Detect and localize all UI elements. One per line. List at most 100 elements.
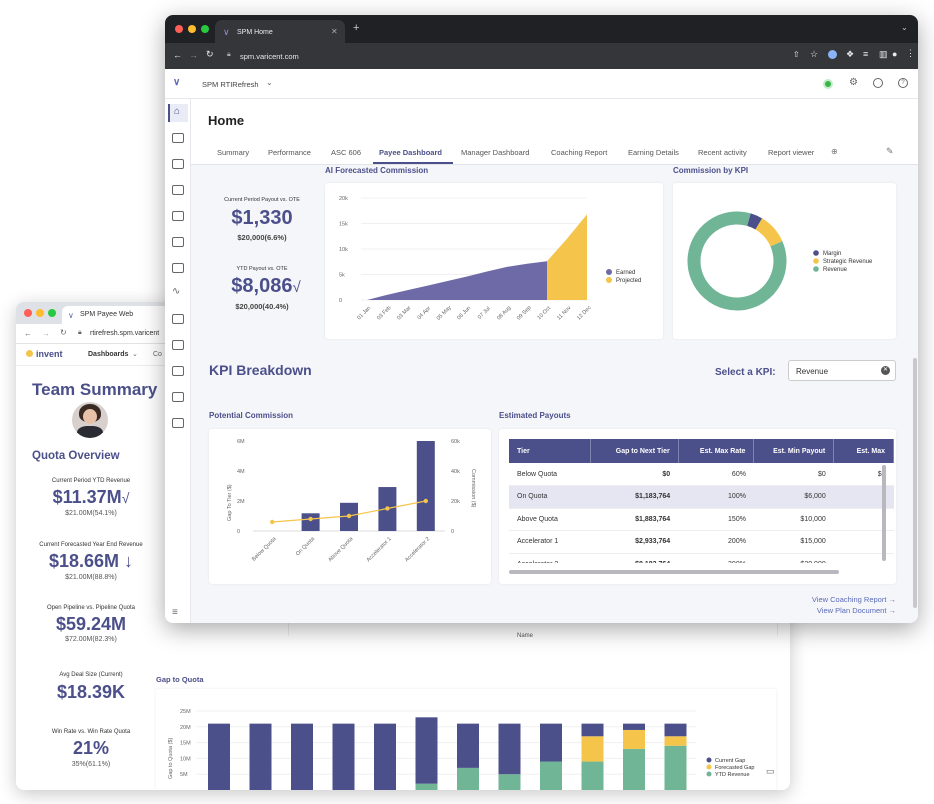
database-icon[interactable] (172, 418, 184, 428)
forecast-title: AI Forecasted Commission (325, 166, 429, 175)
clipboard-icon[interactable] (172, 340, 184, 350)
sidebar-panel-icon[interactable]: ▥ (879, 49, 888, 59)
forecast-y-tick-label: 15k (339, 222, 348, 228)
close-window-icon[interactable] (24, 309, 32, 317)
table-row[interactable]: Above Quota $1,883,764 150% $10,000 (509, 508, 894, 531)
gear-icon[interactable]: ⚙ (849, 77, 858, 88)
gap-bar-segment (415, 783, 438, 790)
front-browser-tab[interactable]: ∨ SPM Home ✕ (215, 20, 345, 43)
back-arrow-icon[interactable]: ← (173, 50, 182, 60)
nav-more[interactable]: Co (153, 351, 162, 358)
page-scrollbar[interactable] (913, 358, 917, 608)
reading-list-icon[interactable]: ≡ (863, 49, 869, 59)
chat-icon[interactable]: ▭ (766, 766, 775, 776)
maximize-window-icon[interactable] (48, 309, 56, 317)
tab-report-viewer[interactable]: Report viewer (768, 148, 815, 157)
kpi-select[interactable]: Revenue ✕ (788, 360, 896, 381)
varicent-logo-icon: ∨ (223, 27, 230, 37)
front-address-bar[interactable]: ← → ↻ 🔒︎ spm.varicent.com ⇧ ☆ ❖ ≡ ▥ ● ⋮ (165, 43, 918, 69)
tab-earning-details[interactable]: Earning Details (628, 148, 679, 157)
current-payout-label: Current Period Payout vs. OTE (224, 197, 300, 203)
new-tab-icon[interactable]: + (353, 22, 360, 34)
account-icon[interactable]: ● (892, 49, 898, 59)
bookmark-star-icon[interactable]: ☆ (810, 49, 819, 59)
gap-bar-segment (540, 723, 562, 762)
folders-icon[interactable] (172, 366, 184, 376)
forward-arrow-icon[interactable]: → (42, 329, 50, 338)
close-tab-icon[interactable]: ✕ (331, 27, 338, 36)
tab-coaching-report[interactable]: Coaching Report (551, 148, 608, 157)
browser-menu-icon[interactable]: ⋮ (906, 48, 915, 58)
column-header[interactable]: Est. Max Rate (678, 439, 755, 463)
table-row[interactable]: Accelerator 1 $2,933,764 200% $15,000 (509, 530, 894, 553)
forecast-x-tick-label: 09 Sep (516, 305, 533, 322)
help-icon[interactable]: ? (898, 78, 908, 88)
view-coaching-report-link[interactable]: View Coaching Report → (811, 595, 896, 604)
user-profile-icon[interactable] (873, 78, 883, 88)
column-header[interactable]: Est. Max (833, 439, 894, 463)
back-browser-tab[interactable]: ∨ SPM Payee Web (62, 306, 182, 324)
gap-bar-segment (623, 723, 645, 730)
share-icon[interactable]: ⇧ (793, 50, 800, 59)
forecast-x-ticks: 01 Jan 03 Feb 03 Mar 04 Apr 05 May 06 Jun 07 J… (356, 305, 592, 322)
minimize-window-icon[interactable] (36, 309, 44, 317)
table-cell: $1,883,764 (635, 515, 671, 523)
workflow-icon[interactable] (172, 185, 184, 195)
tasks-icon[interactable] (172, 133, 184, 143)
forecast-x-tick-label: 03 Feb (376, 305, 392, 321)
forward-arrow-icon[interactable]: → (189, 50, 198, 60)
ytd-payout-value: $8,086√ (231, 275, 301, 297)
tab-performance[interactable]: Performance (268, 148, 311, 157)
profile-extension-icon[interactable] (828, 50, 837, 59)
pc-x-labels: Below Quota On Quota Above Quota Accelerato… (251, 536, 431, 564)
pulse-icon[interactable]: ∿ (172, 286, 181, 297)
pencil-edit-icon[interactable]: ✎ (886, 146, 894, 156)
sidebar-item-home[interactable]: ⌂ (168, 104, 188, 122)
gap-bar-segment (208, 723, 230, 790)
tab-payee-dashboard[interactable]: Payee Dashboard (379, 148, 442, 157)
clear-selection-icon[interactable]: ✕ (881, 366, 890, 375)
maximize-window-icon[interactable] (201, 25, 209, 33)
varicent-logo-icon[interactable]: ∨ (173, 77, 181, 88)
close-window-icon[interactable] (175, 25, 183, 33)
extensions-icon[interactable]: ❖ (846, 49, 855, 59)
calendar-icon[interactable] (172, 159, 184, 169)
tab-recent-activity[interactable]: Recent activity (698, 148, 747, 157)
table-row[interactable]: Accelerator 2$8,183,764300%$20,000 (509, 553, 894, 563)
tab-menu-chevron-icon[interactable]: ⌄ (901, 23, 908, 32)
chevron-down-icon[interactable]: ⌄ (132, 351, 138, 358)
minimize-window-icon[interactable] (188, 25, 196, 33)
modules-icon[interactable] (172, 314, 184, 324)
reload-icon[interactable]: ↻ (60, 328, 67, 337)
kpi-select-value: Revenue (796, 367, 829, 376)
table-vertical-scrollbar[interactable] (882, 465, 886, 561)
add-tab-icon[interactable]: ⊕ (831, 147, 838, 156)
tab-summary[interactable]: Summary (217, 148, 250, 157)
reload-icon[interactable]: ↻ (206, 49, 214, 59)
table-horizontal-scrollbar[interactable] (509, 570, 839, 574)
schedule-icon[interactable] (172, 237, 184, 247)
column-header[interactable]: Tier (509, 439, 592, 463)
forecast-x-tick-label: 08 Aug (496, 305, 512, 321)
reports-icon[interactable] (172, 211, 184, 221)
tab-asc-606[interactable]: ASC 606 (331, 148, 362, 157)
kpi-title: Commission by KPI (673, 166, 749, 175)
tab-manager-dashboard[interactable]: Manager Dashboard (461, 148, 530, 157)
view-plan-document-link[interactable]: View Plan Document → (816, 606, 896, 615)
app-switch-chevron-icon[interactable]: ⌄ (266, 78, 273, 87)
gap-bar-segment (581, 761, 604, 790)
table-row[interactable]: On Quota $1,183,764 100% $6,000 (509, 485, 894, 508)
nav-dashboards[interactable]: Dashboards (88, 351, 129, 358)
forecast-x-tick-label: 11 Nov (556, 305, 572, 321)
settings-cog-icon[interactable] (172, 263, 184, 273)
table-cell: 100% (728, 493, 746, 501)
back-arrow-icon[interactable]: ← (24, 329, 32, 338)
column-header[interactable]: Gap to Next Tier (590, 439, 679, 463)
sliders-icon[interactable]: ≡ (172, 607, 178, 618)
table-row[interactable]: Below Quota $0 60% $0 $0 (509, 463, 894, 486)
pc-bars (301, 441, 435, 531)
pc-ylabel: Gap To Tier ($) (227, 484, 233, 521)
app-name[interactable]: SPM RTIRefresh (202, 80, 259, 89)
edit-icon[interactable] (172, 392, 184, 402)
column-header[interactable]: Est. Min Payout (753, 439, 835, 463)
